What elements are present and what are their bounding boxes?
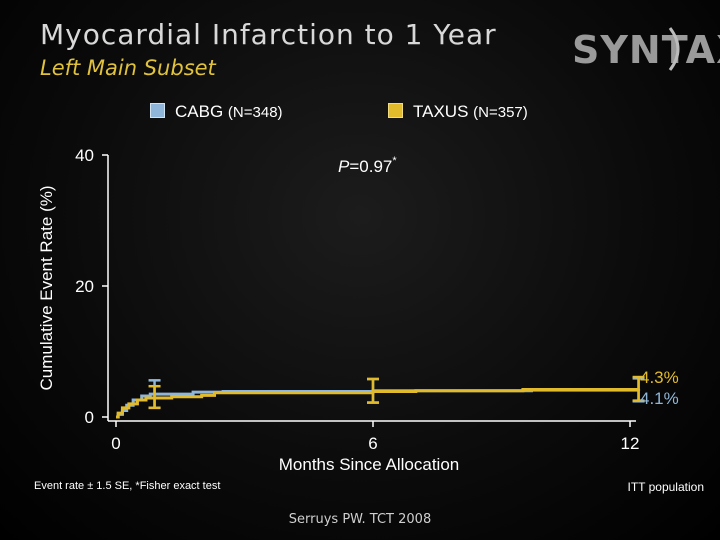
error-bar-taxus — [367, 377, 379, 404]
legend-item-taxus: TAXUS (N=357) — [388, 102, 528, 122]
p-value-annotation: P=0.97* — [338, 155, 397, 176]
legend-swatch-taxus — [388, 103, 403, 118]
y-tick-label: 20 — [75, 277, 94, 296]
slide-title: Myocardial Infarction to 1 Year — [40, 18, 497, 51]
x-axis-title: Months Since Allocation — [279, 455, 460, 474]
y-axis-title: Cumulative Event Rate (%) — [37, 185, 56, 390]
y-tick-label: 40 — [75, 146, 94, 165]
footnote-itt: ITT population — [627, 480, 705, 494]
x-tick-label: 0 — [111, 434, 120, 453]
legend-swatch-cabg — [150, 103, 165, 118]
end-label-cabg: 4.1% — [640, 389, 679, 408]
x-tick-label: 6 — [368, 434, 377, 453]
syntax-logo-arc-icon — [668, 27, 680, 71]
citation: Serruys PW. TCT 2008 — [288, 512, 432, 527]
slide-subtitle: Left Main Subset — [40, 56, 216, 80]
error-bar-taxus — [148, 384, 161, 410]
y-tick-label: 0 — [85, 408, 94, 427]
legend-label-taxus: TAXUS — [413, 102, 469, 121]
legend-n-taxus: (N=357) — [473, 104, 528, 121]
legend-label-cabg: CABG — [175, 102, 224, 121]
error-bar-taxus — [632, 375, 645, 402]
end-label-taxus: 4.3% — [640, 368, 679, 387]
syntax-logo: SYNTAX — [572, 28, 720, 72]
legend-item-cabg: CABG (N=348) — [150, 102, 283, 122]
x-tick-label: 12 — [621, 434, 640, 453]
legend-n-cabg: (N=348) — [227, 104, 283, 121]
series-line-taxus — [116, 387, 641, 419]
footnote-event-rate: Event rate ± 1.5 SE, *Fisher exact test — [34, 480, 221, 492]
